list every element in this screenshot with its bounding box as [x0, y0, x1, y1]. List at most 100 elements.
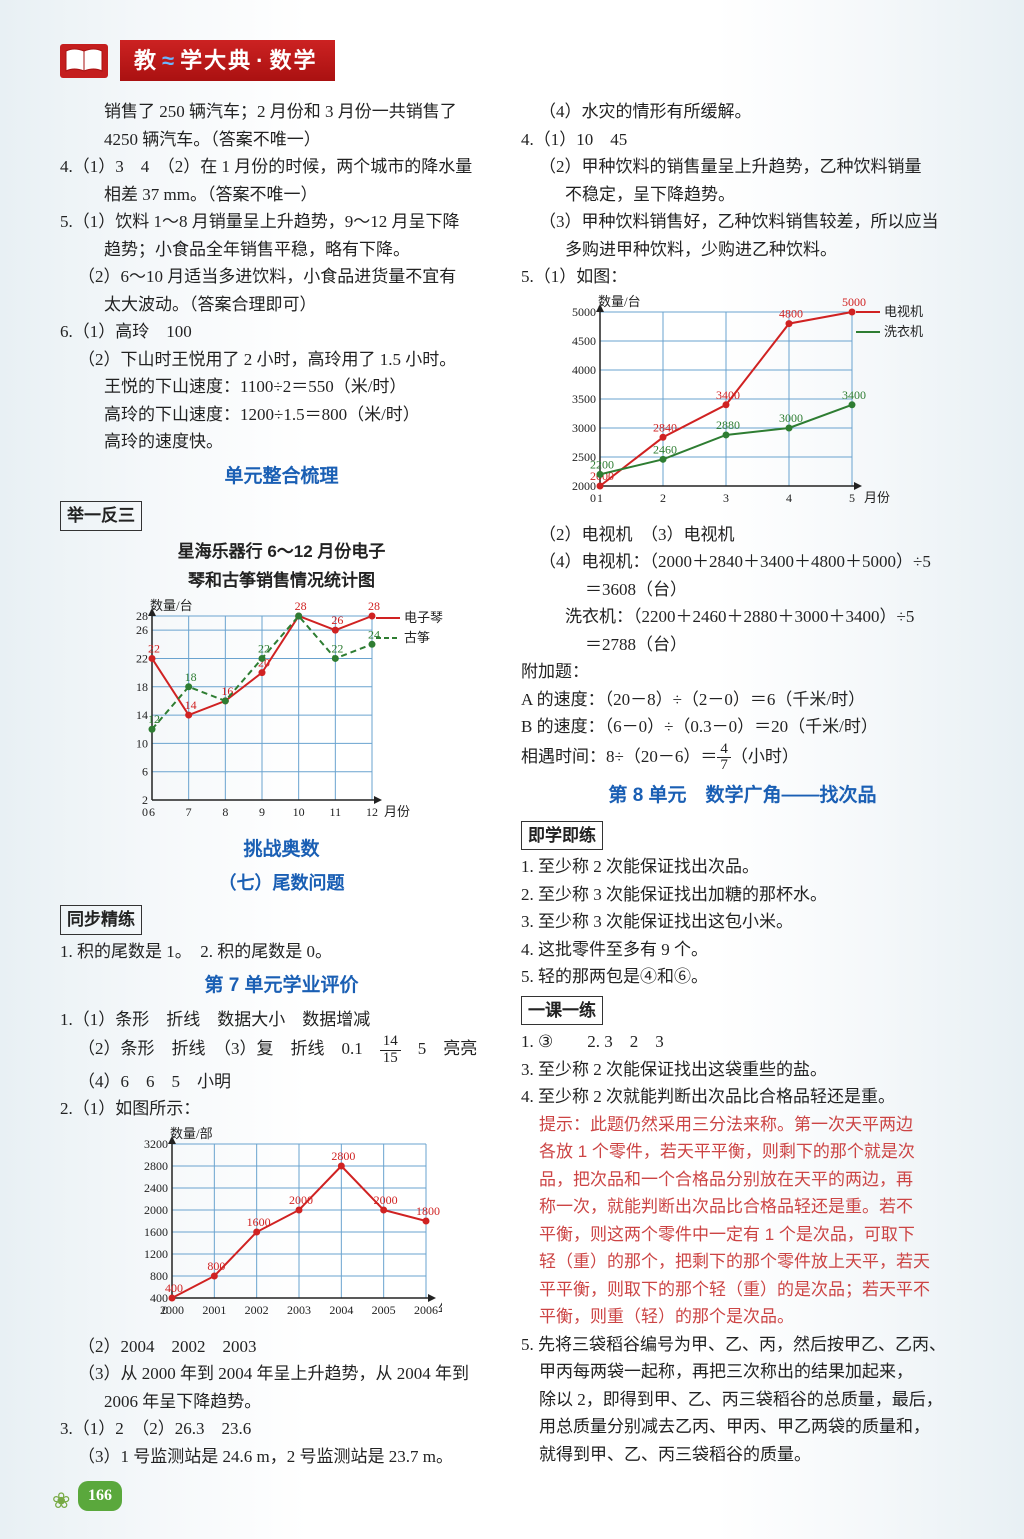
text: 1. ③ 2. 3 2 3	[521, 1029, 964, 1055]
text: 5. 先将三袋稻谷编号为甲、乙、丙，然后按甲乙、乙丙、	[521, 1332, 964, 1358]
box-label: 即学即练	[521, 821, 603, 851]
svg-text:0: 0	[142, 805, 148, 819]
hint-text: 品，把次品和一个合格品分别放在天平的两边，再	[521, 1167, 964, 1193]
svg-text:2460: 2460	[653, 442, 677, 456]
hint-text: 平平衡，则取下的那个轻（重）的是次品；若天平不	[521, 1277, 964, 1303]
svg-text:2880: 2880	[716, 417, 740, 431]
text: 3. 至少称 2 次能保证找出这袋重些的盐。	[521, 1057, 964, 1083]
text: （3）1 号监测站是 24.6 m，2 号监测站是 23.7 m。	[60, 1444, 503, 1470]
text: 4.（1）10 45	[521, 127, 964, 153]
text: 4.（1）3 4 （2）在 1 月份的时候，两个城市的降水量	[60, 154, 503, 180]
svg-text:5000: 5000	[842, 295, 866, 309]
text: 用总质量分别减去乙丙、甲丙、甲乙两袋的质量和，	[521, 1414, 964, 1440]
svg-text:800: 800	[207, 1259, 225, 1273]
hint-text: 提示：此题仍然采用三分法来称。第一次天平两边	[521, 1112, 964, 1138]
svg-text:2000: 2000	[144, 1203, 168, 1217]
svg-text:数量/台: 数量/台	[150, 598, 193, 613]
text: 2006 年呈下降趋势。	[60, 1389, 503, 1415]
svg-text:3000: 3000	[779, 411, 803, 425]
t: 相遇时间：8÷（20－6）＝	[521, 747, 717, 766]
text: 高玲的速度快。	[60, 429, 503, 455]
svg-text:4000: 4000	[572, 363, 596, 377]
svg-text:400: 400	[165, 1281, 183, 1295]
section-heading: 第 7 单元学业评价	[60, 972, 503, 1001]
fraction: 47	[717, 742, 731, 775]
page-number: 166	[78, 1481, 122, 1511]
svg-text:1200: 1200	[144, 1247, 168, 1261]
text: （3）甲种饮料销售好，乙种饮料销售较差，所以应当	[521, 209, 964, 235]
text: 2. 至少称 3 次能保证找出加糖的那杯水。	[521, 882, 964, 908]
svg-text:2200: 2200	[590, 457, 614, 471]
text: ＝2788（台）	[521, 632, 964, 658]
left-column: 销售了 250 辆汽车；2 月份和 3 月份一共销售了 4250 辆汽车。（答案…	[60, 99, 503, 1471]
text: （2）6～10 月适当多进饮料，小食品进货量不宜有	[60, 264, 503, 290]
svg-text:10: 10	[292, 805, 304, 819]
book-icon	[60, 44, 108, 78]
svg-text:2840: 2840	[653, 420, 677, 434]
hint-text: 轻（重）的那个，把剩下的那个零件放上天平，若天	[521, 1249, 964, 1275]
text: 6.（1）高玲 100	[60, 319, 503, 345]
svg-text:月份: 月份	[384, 804, 410, 819]
svg-text:22: 22	[136, 651, 148, 665]
subsection-heading: （七）尾数问题	[60, 870, 503, 897]
hint-text: 平衡，则重（轻）的那个是次品。	[521, 1304, 964, 1330]
text: 3.（1）2 （2）26.3 23.6	[60, 1416, 503, 1442]
svg-text:2800: 2800	[331, 1149, 355, 1163]
svg-text:12: 12	[366, 805, 378, 819]
svg-text:电视机: 电视机	[884, 304, 923, 319]
svg-text:4500: 4500	[572, 334, 596, 348]
box-label: 举一反三	[60, 501, 142, 531]
text: 2.（1）如图所示：	[60, 1096, 503, 1122]
chart3-container: 200025003000350040004500500012345数量/台月份0…	[521, 294, 964, 514]
text: 1. 积的尾数是 1。 2. 积的尾数是 0。	[60, 939, 503, 965]
text: （2）2004 2002 2003	[60, 1334, 503, 1360]
text: ＝3608（台）	[521, 577, 964, 603]
svg-text:6: 6	[142, 764, 148, 778]
svg-text:1600: 1600	[144, 1225, 168, 1239]
svg-text:3400: 3400	[716, 387, 740, 401]
svg-text:7: 7	[185, 805, 191, 819]
text: （3）从 2000 年到 2004 年呈上升趋势，从 2004 年到	[60, 1361, 503, 1387]
text: 除以 2，即得到甲、乙、丙三袋稻谷的总质量，最后，	[521, 1387, 964, 1413]
svg-text:电子琴: 电子琴	[404, 610, 443, 625]
chart2-container: 4008001200160020002400280032002000200120…	[60, 1126, 503, 1326]
svg-text:14: 14	[136, 708, 148, 722]
text: 趋势；小食品全年销售平稳，略有下降。	[60, 237, 503, 263]
svg-text:古筝: 古筝	[404, 630, 430, 645]
chart2-svg: 4008001200160020002400280032002000200120…	[122, 1126, 442, 1326]
svg-text:3400: 3400	[842, 387, 866, 401]
svg-text:2005: 2005	[371, 1303, 395, 1317]
svg-text:2006: 2006	[414, 1303, 438, 1317]
chart1-container: 261014182226286789101112数量/台月份0221416202…	[60, 598, 503, 828]
text: 4. 这批零件至多有 9 个。	[521, 937, 964, 963]
box-label: 同步精练	[60, 905, 142, 935]
right-column: （4）水灾的情形有所缓解。 4.（1）10 45 （2）甲种饮料的销售量呈上升趋…	[521, 99, 964, 1471]
text: （4）6 6 5 小明	[60, 1069, 503, 1095]
svg-text:2001: 2001	[202, 1303, 226, 1317]
svg-text:月份: 月份	[864, 490, 890, 505]
svg-text:5000: 5000	[572, 305, 596, 319]
t: （小时）	[731, 747, 799, 766]
svg-text:18: 18	[136, 679, 148, 693]
text: 太大波动。（答案合理即可）	[60, 292, 503, 318]
svg-text:年份: 年份	[438, 1302, 442, 1317]
hdr-dot: ·	[256, 44, 265, 77]
text: 5.（1）如图：	[521, 264, 964, 290]
text: 1.（1）条形 折线 数据大小 数据增减	[60, 1007, 503, 1033]
svg-text:24: 24	[368, 627, 380, 641]
svg-text:1600: 1600	[246, 1215, 270, 1229]
text: （4）电视机：（2000＋2840＋3400＋4800＋5000）÷5	[521, 549, 964, 575]
hint-text: 各放 1 个零件，若天平平衡，则剩下的那个就是次	[521, 1139, 964, 1165]
svg-text:26: 26	[136, 623, 148, 637]
text: （2）条形 折线 （3）复 折线 0.1 1415 5 亮亮	[60, 1034, 503, 1067]
svg-text:4800: 4800	[779, 306, 803, 320]
svg-text:28: 28	[294, 599, 306, 613]
text: 3. 至少称 3 次能保证找出这包小米。	[521, 909, 964, 935]
hdr-pre: 教	[134, 44, 158, 77]
hdr-mid: 学大典	[180, 44, 252, 77]
text: （4）水灾的情形有所缓解。	[521, 99, 964, 125]
t: 5 亮亮	[401, 1039, 478, 1058]
t: 此题仍然采用三分法来称。第一次天平两边	[590, 1115, 913, 1134]
text: 1. 至少称 2 次能保证找出次品。	[521, 854, 964, 880]
chart1-title-1: 星海乐器行 6～12 月份电子	[60, 539, 503, 565]
